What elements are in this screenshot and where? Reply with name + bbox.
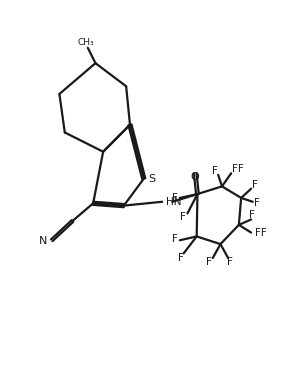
Text: F: F	[228, 258, 233, 268]
Text: F: F	[249, 210, 255, 220]
Text: CH₃: CH₃	[77, 38, 94, 46]
Text: F: F	[254, 198, 260, 208]
Text: F: F	[172, 193, 178, 203]
Text: S: S	[149, 174, 156, 184]
Text: F: F	[178, 253, 184, 263]
Text: F: F	[212, 166, 218, 176]
Text: O: O	[191, 172, 200, 182]
Text: N: N	[39, 236, 47, 246]
Text: FF: FF	[255, 228, 267, 238]
Text: F: F	[172, 234, 178, 244]
Text: F: F	[206, 258, 212, 268]
Text: F: F	[252, 180, 258, 190]
Text: FF: FF	[232, 164, 244, 174]
Text: F: F	[181, 212, 186, 222]
Text: HN: HN	[166, 197, 181, 207]
